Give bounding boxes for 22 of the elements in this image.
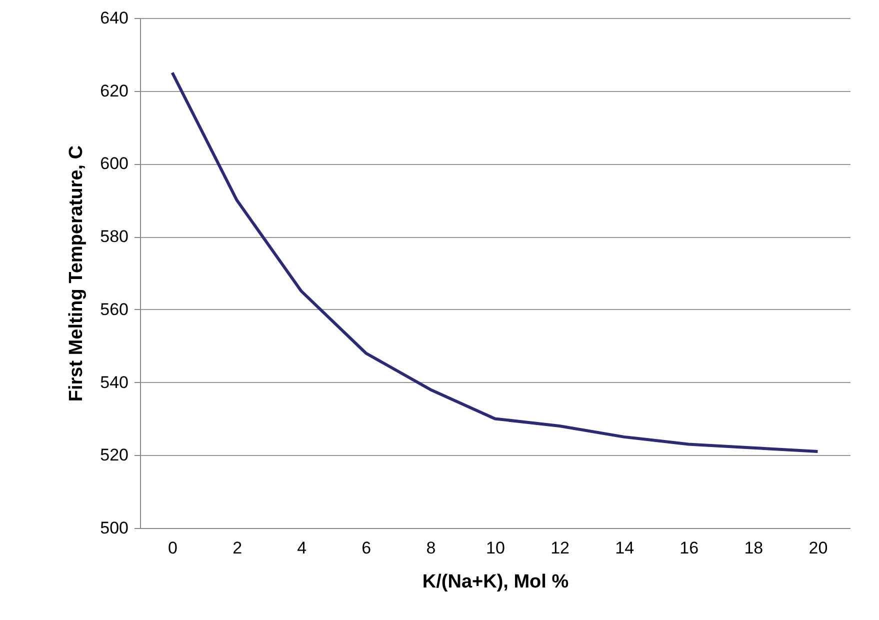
x-tick-label: 0: [168, 538, 178, 558]
y-axis-title: First Melting Temperature, C: [66, 145, 88, 402]
x-tick-label: 20: [808, 538, 828, 558]
y-tick-label: 580: [100, 227, 128, 246]
y-tick-label: 520: [100, 446, 128, 465]
x-tick-label: 2: [232, 538, 242, 558]
x-tick-label: 18: [744, 538, 764, 558]
x-axis-title: K/(Na+K), Mol %: [422, 572, 569, 592]
line-series: [170, 71, 820, 453]
x-tick-label: 16: [680, 538, 699, 558]
y-tick-label: 540: [100, 372, 128, 392]
y-tick-label: 620: [100, 81, 128, 100]
y-tick-label: 500: [100, 518, 128, 538]
x-tick-label: 14: [615, 538, 634, 558]
x-tick-label: 10: [486, 538, 505, 558]
x-tick-label: 4: [297, 538, 307, 558]
y-tick-label: 560: [100, 300, 128, 319]
y-tick-label: 640: [100, 8, 128, 28]
x-tick-label: 12: [550, 538, 570, 558]
y-tick-label: 600: [100, 154, 128, 174]
x-tick-label: 6: [362, 538, 372, 558]
x-tick-label: 8: [426, 538, 436, 558]
